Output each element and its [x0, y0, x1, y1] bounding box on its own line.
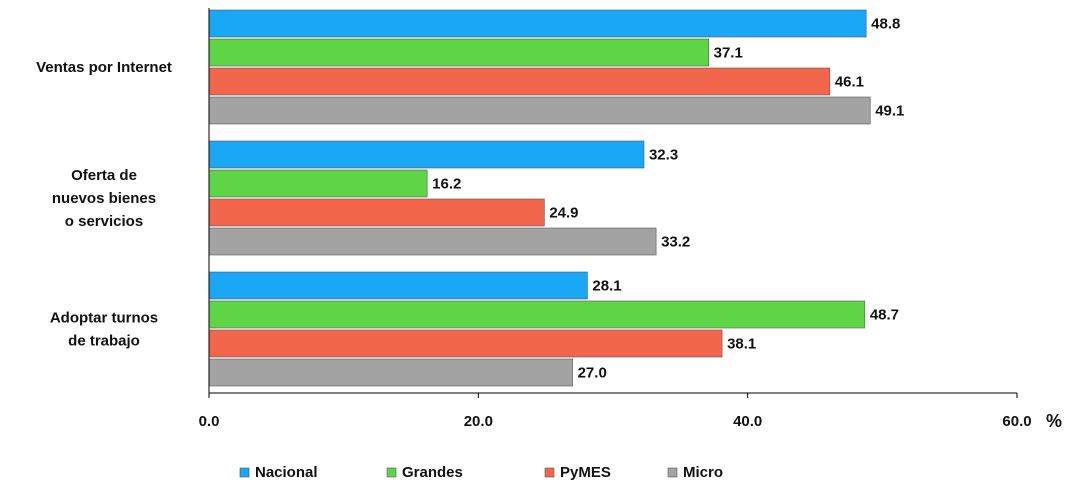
x-tick-label: 60.0: [1002, 413, 1031, 430]
category-label: o servicios: [65, 213, 143, 230]
bar-nacional-1: [208, 140, 645, 169]
value-label: 49.1: [875, 103, 904, 120]
bar-pymes-0: [208, 67, 831, 96]
legend-swatch-grandes: [386, 467, 397, 478]
bar-grandes-2: [208, 300, 866, 329]
legend-swatch-nacional: [239, 467, 250, 478]
bar-nacional-0: [208, 9, 867, 38]
bar-nacional-2: [208, 271, 588, 300]
category-label: de trabajo: [68, 333, 140, 350]
x-tick-label: 20.0: [464, 413, 493, 430]
legend: Nacional Grandes PyMES Micro: [239, 464, 723, 481]
x-tick-label: 0.0: [199, 413, 220, 430]
bar-grandes-1: [208, 169, 428, 198]
axis-unit-label: %: [1046, 411, 1062, 431]
value-label: 24.9: [549, 205, 578, 222]
legend-label-grandes: Grandes: [402, 464, 463, 481]
bars-group: [208, 9, 871, 387]
legend-swatch-micro: [667, 467, 678, 478]
legend-label-nacional: Nacional: [255, 464, 318, 481]
category-label: Ventas por Internet: [36, 59, 172, 76]
value-label: 32.3: [649, 147, 678, 164]
category-label: nuevos bienes: [52, 190, 156, 207]
bar-pymes-1: [208, 198, 545, 227]
x-ticks-group: 0.0 20.0 40.0 60.0: [199, 393, 1032, 430]
category-label: Oferta de: [71, 167, 137, 184]
legend-swatch-pymes: [544, 467, 555, 478]
bar-micro-2: [208, 358, 573, 387]
legend-label-micro: Micro: [683, 464, 723, 481]
category-labels-group: Ventas por Internet Oferta de nuevos biene…: [36, 59, 172, 350]
value-label: 46.1: [835, 74, 864, 91]
value-labels-group: 48.8 37.1 46.1 49.1 32.3 16.2 24.9 33.2 28.1 48.7…: [432, 16, 904, 382]
value-label: 37.1: [714, 45, 743, 62]
value-label: 33.2: [661, 234, 690, 251]
x-axis: [208, 8, 1017, 394]
value-label: 48.7: [870, 307, 899, 324]
value-label: 48.8: [871, 16, 900, 33]
value-label: 38.1: [727, 336, 756, 353]
legend-label-pymes: PyMES: [560, 464, 611, 481]
value-label: 27.0: [578, 365, 607, 382]
category-label: Adoptar turnos: [50, 310, 158, 327]
x-tick-label: 40.0: [733, 413, 762, 430]
bar-micro-0: [208, 96, 871, 125]
bar-micro-1: [208, 227, 657, 256]
value-label: 28.1: [592, 278, 621, 295]
bar-pymes-2: [208, 329, 723, 358]
value-label: 16.2: [432, 176, 461, 193]
bar-grandes-0: [208, 38, 709, 67]
